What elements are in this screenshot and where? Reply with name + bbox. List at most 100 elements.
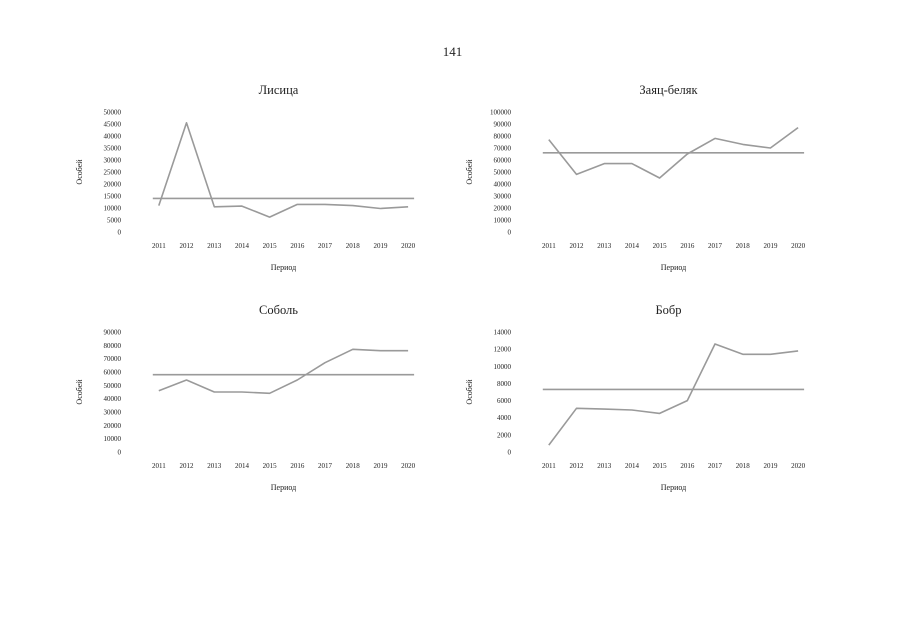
y-tick-label: 90000 — [104, 329, 122, 337]
y-tick-label: 80000 — [494, 133, 512, 141]
x-tick-label: 2018 — [346, 242, 361, 250]
chart-title: Соболь — [259, 303, 298, 317]
chart-title: Лисица — [259, 83, 299, 97]
x-tick-label: 2014 — [625, 462, 640, 470]
x-tick-label: 2012 — [570, 242, 585, 250]
chart-title: Бобр — [655, 303, 681, 317]
x-tick-label: 2014 — [235, 462, 250, 470]
x-tick-label: 2013 — [207, 242, 222, 250]
y-tick-label: 10000 — [494, 217, 512, 225]
x-tick-label: 2013 — [207, 462, 222, 470]
y-tick-label: 50000 — [104, 382, 122, 390]
y-tick-label: 30000 — [104, 409, 122, 417]
x-tick-label: 2011 — [542, 462, 556, 470]
y-tick-label: 6000 — [497, 397, 512, 405]
y-tick-label: 70000 — [104, 355, 122, 363]
y-tick-label: 20000 — [104, 181, 122, 189]
x-axis-label: Период — [661, 483, 686, 492]
x-tick-label: 2017 — [318, 462, 333, 470]
y-tick-label: 100000 — [490, 109, 512, 117]
x-tick-label: 2019 — [763, 242, 778, 250]
x-tick-label: 2017 — [708, 242, 723, 250]
x-axis-label: Период — [271, 483, 296, 492]
y-axis-label: Особей — [75, 159, 84, 185]
y-axis-label: Особей — [465, 379, 474, 405]
x-tick-label: 2011 — [542, 242, 556, 250]
x-tick-label: 2020 — [791, 242, 806, 250]
x-tick-label: 2015 — [263, 242, 278, 250]
y-axis-label: Особей — [75, 379, 84, 405]
y-tick-label: 25000 — [104, 169, 122, 177]
y-tick-label: 5000 — [107, 217, 122, 225]
x-axis-label: Период — [661, 263, 686, 272]
y-tick-label: 10000 — [104, 205, 122, 213]
y-tick-label: 60000 — [104, 369, 122, 377]
x-tick-label: 2018 — [736, 242, 751, 250]
x-tick-label: 2011 — [152, 242, 166, 250]
series-line — [548, 126, 799, 179]
y-tick-label: 70000 — [494, 145, 512, 153]
y-tick-label: 10000 — [494, 363, 512, 371]
x-tick-label: 2015 — [263, 462, 278, 470]
x-tick-label: 2016 — [680, 242, 695, 250]
y-tick-label: 45000 — [104, 121, 122, 129]
y-tick-label: 15000 — [104, 193, 122, 201]
x-tick-label: 2017 — [318, 242, 333, 250]
y-tick-label: 0 — [508, 229, 512, 237]
y-tick-label: 20000 — [104, 422, 122, 430]
y-tick-label: 40000 — [104, 395, 122, 403]
x-tick-label: 2018 — [736, 462, 751, 470]
y-tick-label: 50000 — [104, 109, 122, 117]
y-tick-label: 4000 — [497, 414, 512, 422]
y-tick-label: 30000 — [494, 193, 512, 201]
chart-lisica: Лисица 0 5000 10000 15000 20000 25000 30000 3500… — [75, 83, 416, 272]
x-tick-label: 2016 — [290, 462, 305, 470]
y-tick-label: 30000 — [104, 157, 122, 165]
x-tick-label: 2018 — [346, 462, 361, 470]
chart-sobol: Соболь 0 10000 20000 30000 40000 50000 60000 700… — [75, 303, 416, 492]
y-tick-label: 90000 — [494, 121, 512, 129]
x-tick-label: 2011 — [152, 462, 166, 470]
series-line — [548, 343, 799, 446]
y-tick-label: 2000 — [497, 431, 512, 439]
x-tick-label: 2013 — [597, 242, 612, 250]
y-tick-label: 40000 — [494, 181, 512, 189]
y-tick-label: 0 — [508, 449, 512, 457]
chart-zayac-belyak: Заяц-беляк 0 10000 20000 30000 40000 50000 6000… — [465, 83, 806, 272]
y-axis-label: Особей — [465, 159, 474, 185]
x-tick-label: 2019 — [763, 462, 778, 470]
y-tick-label: 20000 — [494, 205, 512, 213]
x-tick-label: 2020 — [791, 462, 806, 470]
x-tick-label: 2012 — [570, 462, 585, 470]
x-tick-label: 2014 — [235, 242, 250, 250]
y-tick-label: 80000 — [104, 342, 122, 350]
x-tick-label: 2020 — [401, 462, 416, 470]
x-tick-label: 2020 — [401, 242, 416, 250]
chart-title: Заяц-беляк — [639, 83, 698, 97]
x-tick-label: 2017 — [708, 462, 723, 470]
y-tick-label: 12000 — [494, 346, 512, 354]
x-tick-label: 2019 — [373, 462, 388, 470]
x-tick-label: 2015 — [653, 462, 668, 470]
y-tick-label: 14000 — [494, 329, 512, 337]
page-number: 141 — [442, 44, 463, 59]
y-tick-label: 0 — [118, 229, 122, 237]
chart-bobr: Бобр 0 2000 4000 6000 8000 10000 12000 14000 2011… — [465, 303, 806, 492]
x-tick-label: 2012 — [180, 462, 195, 470]
y-tick-label: 10000 — [104, 435, 122, 443]
y-tick-label: 60000 — [494, 157, 512, 165]
x-tick-label: 2012 — [180, 242, 195, 250]
x-tick-label: 2015 — [653, 242, 668, 250]
series-line — [158, 348, 409, 395]
x-tick-label: 2014 — [625, 242, 640, 250]
x-tick-label: 2016 — [680, 462, 695, 470]
x-tick-label: 2019 — [373, 242, 388, 250]
y-tick-label: 8000 — [497, 380, 512, 388]
y-tick-label: 50000 — [494, 169, 512, 177]
x-tick-label: 2013 — [597, 462, 612, 470]
x-axis-label: Период — [271, 263, 296, 272]
series-line — [158, 121, 409, 218]
y-tick-label: 35000 — [104, 145, 122, 153]
y-tick-label: 40000 — [104, 133, 122, 141]
x-tick-label: 2016 — [290, 242, 305, 250]
